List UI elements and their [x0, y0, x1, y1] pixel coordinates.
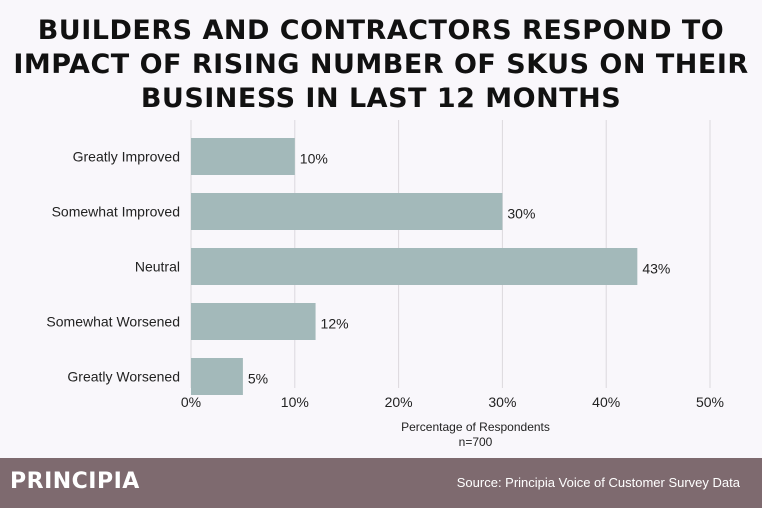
x-tick-label-2: 20%	[385, 394, 413, 410]
x-axis-subtitle: n=700	[459, 435, 493, 449]
bar-0	[191, 138, 295, 175]
bar-1	[191, 193, 503, 230]
category-label-3: Somewhat Worsened	[46, 314, 180, 330]
value-label-3: 12%	[321, 316, 349, 332]
bar-2	[191, 248, 638, 285]
title-line-2: IMPACT OF RISING NUMBER OF SKUS ON THEIR	[13, 49, 749, 80]
principia-logo: PRINCIPIA	[10, 469, 140, 494]
title-line-1: BUILDERS AND CONTRACTORS RESPOND TO	[37, 15, 725, 46]
value-label-0: 10%	[300, 151, 328, 167]
category-label-4: Greatly Worsened	[67, 369, 180, 385]
x-tick-label-3: 30%	[488, 394, 516, 410]
bar-chart: 0% 10% 20% 30% 40% 50% Greatly Improved 10% Some…	[46, 120, 724, 449]
x-tick-label-0: 0%	[181, 394, 201, 410]
value-label-4: 5%	[248, 371, 268, 387]
value-label-2: 43%	[642, 261, 670, 277]
source-note: Source: Principia Voice of Customer Surv…	[456, 475, 740, 490]
value-label-1: 30%	[507, 206, 535, 222]
category-label-2: Neutral	[135, 259, 180, 275]
bar-3	[191, 303, 316, 340]
x-tick-label-5: 50%	[696, 394, 724, 410]
category-label-0: Greatly Improved	[73, 149, 180, 165]
title-line-3: BUSINESS IN LAST 12 MONTHS	[140, 83, 622, 114]
category-label-1: Somewhat Improved	[52, 204, 180, 220]
bar-4	[191, 358, 243, 395]
x-tick-label-1: 10%	[281, 394, 309, 410]
footer-bar: PRINCIPIA Source: Principia Voice of Cus…	[0, 458, 762, 508]
x-axis-title: Percentage of Respondents	[401, 420, 550, 434]
chart-title: BUILDERS AND CONTRACTORS RESPOND TO IMPA…	[0, 14, 762, 116]
x-tick-label-4: 40%	[592, 394, 620, 410]
